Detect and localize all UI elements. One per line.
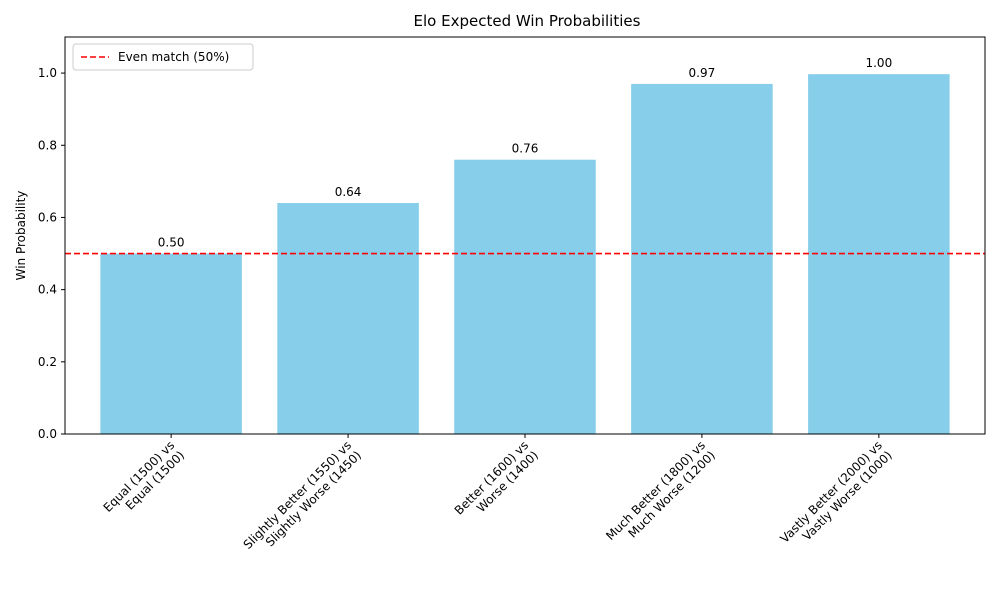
y-tick-label: 0.8 — [38, 138, 57, 152]
y-tick-label: 1.0 — [38, 66, 57, 80]
legend-box — [72, 43, 254, 71]
data-label: 0.97 — [689, 66, 716, 80]
x-tick-label: Much Better (1800) vsMuch Worse (1200) — [603, 438, 718, 553]
data-label: 0.50 — [158, 236, 185, 250]
x-tick-label: Equal (1500) vsEqual (1500) — [101, 438, 188, 525]
y-axis-label: Win Probability — [14, 191, 28, 281]
data-label: 1.00 — [865, 56, 892, 70]
y-tick-label: 0.2 — [38, 355, 57, 369]
data-label: 0.76 — [512, 142, 539, 156]
y-tick-label: 0.0 — [38, 427, 57, 441]
bar — [100, 253, 242, 434]
y-axis: 0.0 0.2 0.4 0.6 0.8 1.0 — [38, 66, 65, 441]
x-axis: Equal (1500) vsEqual (1500) Slightly Bett… — [101, 434, 895, 562]
x-tick-label: Better (1600) vsWorse (1400) — [452, 438, 541, 527]
x-tick-label: Slightly Better (1550) vsSlightly Worse … — [241, 438, 365, 562]
bar — [277, 203, 419, 434]
x-tick-label: Vastly Better (2000) vsVastly Worse (100… — [777, 438, 894, 555]
bar — [631, 83, 773, 435]
bar — [454, 159, 596, 434]
legend-entry-even-match: Even match (50%) — [118, 50, 229, 64]
y-tick-label: 0.6 — [38, 210, 57, 224]
data-label: 0.64 — [335, 185, 362, 199]
legend: Even match (50%) — [72, 43, 254, 71]
y-tick-label: 0.4 — [38, 283, 57, 297]
chart-title: Elo Expected Win Probabilities — [414, 12, 641, 30]
data-labels: 0.50 0.64 0.76 0.97 1.00 — [158, 56, 892, 249]
